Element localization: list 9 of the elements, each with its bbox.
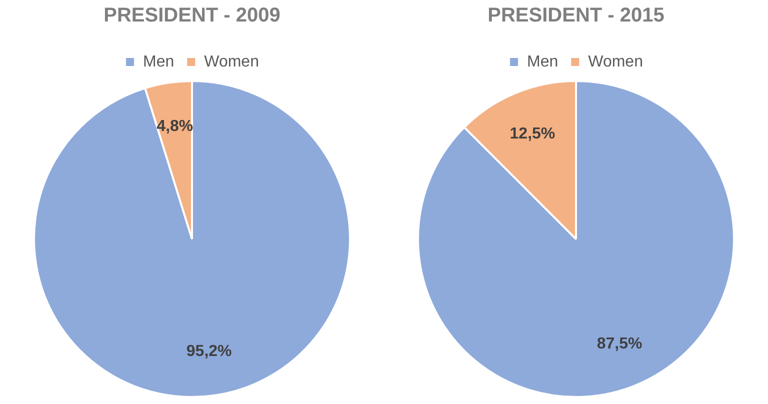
legend-label: Women [204,53,259,70]
chart-title: PRESIDENT - 2015 [488,4,664,27]
legend-label: Women [588,53,643,70]
data-label: 95,2% [186,342,232,360]
data-label: 87,5% [596,336,642,353]
chart-title: PRESIDENT - 2009 [104,4,280,27]
legend-label: Men [143,53,174,70]
legend-label: Men [527,53,558,70]
data-label: 12,5% [510,125,556,142]
